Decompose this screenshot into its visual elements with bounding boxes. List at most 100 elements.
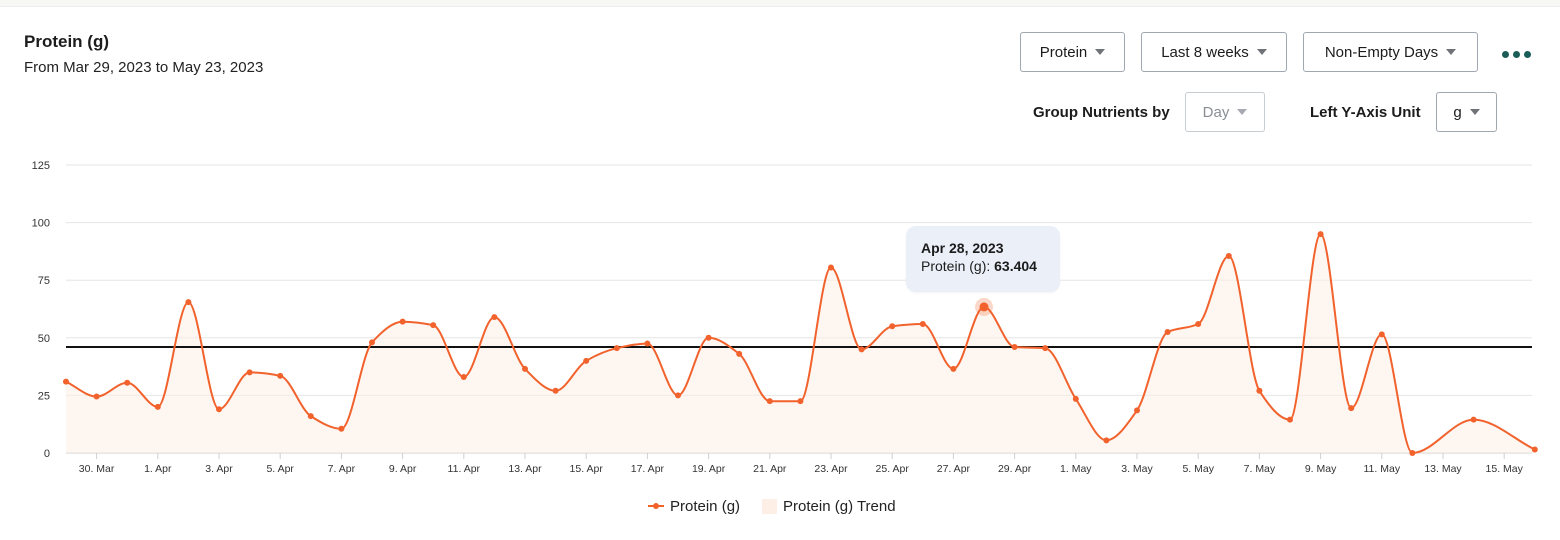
- data-point[interactable]: [63, 378, 69, 385]
- nutrient-select[interactable]: Protein: [1020, 32, 1125, 72]
- data-point[interactable]: [705, 334, 712, 341]
- data-point[interactable]: [613, 345, 620, 352]
- y-axis-unit-label: Left Y-Axis Unit: [1310, 104, 1421, 121]
- y-tick-label: 100: [32, 218, 50, 230]
- data-point[interactable]: [491, 314, 498, 321]
- x-tick-label: 5. May: [1182, 463, 1214, 475]
- data-point[interactable]: [1195, 320, 1202, 327]
- data-tooltip: Apr 28, 2023 Protein (g): 63.404: [906, 226, 1060, 292]
- data-point[interactable]: [1256, 387, 1263, 394]
- x-tick-label: 3. Apr: [205, 463, 233, 475]
- x-tick-label: 21. Apr: [753, 463, 787, 475]
- x-tick-label: 7. Apr: [328, 463, 356, 475]
- nutrient-select-value: Protein: [1039, 43, 1088, 61]
- days-select-value: Non-Empty Days: [1324, 43, 1439, 61]
- caret-down-icon: [1095, 49, 1106, 55]
- y-tick-label: 125: [32, 160, 50, 172]
- caret-down-icon: [1237, 109, 1248, 115]
- data-point[interactable]: [950, 365, 957, 372]
- data-point[interactable]: [430, 322, 437, 329]
- data-point[interactable]: [1287, 416, 1293, 423]
- data-point[interactable]: [1470, 416, 1477, 423]
- legend: Protein (g) Protein (g) Trend: [648, 495, 896, 517]
- data-point[interactable]: [1409, 450, 1416, 456]
- x-tick-label: 5. Apr: [266, 463, 294, 475]
- x-tick-label: 11. Apr: [448, 463, 481, 475]
- x-axis-ticks: 30. Mar 1. Apr 3. Apr 5. Apr 7. Apr 9. Apr 11.…: [79, 453, 1524, 475]
- data-point[interactable]: [1164, 329, 1171, 336]
- data-point[interactable]: [1103, 437, 1110, 444]
- data-point[interactable]: [644, 340, 651, 347]
- trend-area-shape: [66, 234, 1535, 453]
- data-point[interactable]: [124, 379, 131, 386]
- data-point[interactable]: [1348, 405, 1355, 412]
- x-tick-label: 15. Apr: [570, 463, 604, 475]
- x-tick-label: 13. May: [1424, 463, 1462, 475]
- group-by-select[interactable]: Day: [1185, 92, 1265, 132]
- range-select[interactable]: Last 8 weeks: [1141, 32, 1287, 72]
- legend-trend-label: Protein (g) Trend: [783, 497, 896, 515]
- data-point[interactable]: [154, 403, 161, 410]
- x-tick-label: 25. Apr: [876, 463, 910, 475]
- data-points: [63, 231, 1538, 456]
- x-tick-label: 27. Apr: [937, 463, 971, 475]
- data-point[interactable]: [277, 372, 284, 379]
- data-point[interactable]: [828, 264, 834, 271]
- data-point[interactable]: [93, 393, 100, 400]
- data-point[interactable]: [185, 299, 192, 306]
- y-axis-ticks: 0 25 50 75 100 125: [32, 160, 50, 460]
- data-point[interactable]: [1531, 446, 1538, 453]
- more-options-icon[interactable]: [1502, 49, 1532, 59]
- data-point[interactable]: [736, 350, 743, 357]
- data-point[interactable]: [1225, 253, 1232, 260]
- data-point[interactable]: [460, 373, 467, 380]
- x-tick-label: 17. Apr: [631, 463, 665, 475]
- data-point[interactable]: [338, 425, 345, 432]
- data-point[interactable]: [583, 357, 590, 364]
- data-point[interactable]: [858, 346, 865, 353]
- data-point[interactable]: [307, 413, 314, 420]
- data-point[interactable]: [919, 320, 926, 327]
- range-select-value: Last 8 weeks: [1161, 43, 1249, 61]
- group-by-label: Group Nutrients by: [1033, 104, 1170, 121]
- data-point[interactable]: [246, 369, 253, 376]
- trend-area: [66, 234, 1535, 453]
- area-swatch-icon: [762, 498, 778, 514]
- data-point[interactable]: [889, 323, 896, 330]
- data-point[interactable]: [1317, 231, 1324, 238]
- data-point[interactable]: [797, 398, 804, 405]
- data-point[interactable]: [1072, 395, 1079, 402]
- y-tick-label: 0: [44, 448, 50, 460]
- y-axis-unit-select-value: g: [1453, 103, 1462, 121]
- x-tick-label: 9. Apr: [389, 463, 417, 475]
- chart-title: Protein (g): [24, 32, 109, 51]
- data-point[interactable]: [399, 318, 406, 325]
- x-tick-label: 9. May: [1305, 463, 1337, 475]
- y-axis-unit-select[interactable]: g: [1436, 92, 1497, 132]
- data-point[interactable]: [369, 339, 375, 346]
- data-point[interactable]: [1011, 344, 1018, 351]
- y-tick-label: 75: [38, 275, 50, 287]
- date-range-subtitle: From Mar 29, 2023 to May 23, 2023: [24, 59, 264, 76]
- x-tick-label: 29. Apr: [998, 463, 1032, 475]
- legend-item-trend[interactable]: Protein (g) Trend: [740, 498, 896, 515]
- data-point[interactable]: [1378, 331, 1385, 338]
- tooltip-date: Apr 28, 2023: [921, 240, 1004, 256]
- days-select[interactable]: Non-Empty Days: [1303, 32, 1478, 72]
- x-tick-label: 15. May: [1486, 463, 1524, 475]
- data-point-highlighted[interactable]: [979, 302, 989, 312]
- data-point[interactable]: [216, 406, 222, 413]
- x-tick-label: 1. May: [1060, 463, 1092, 475]
- data-point[interactable]: [766, 398, 773, 405]
- data-point[interactable]: [552, 387, 559, 394]
- top-border: [0, 0, 1560, 7]
- legend-item-protein[interactable]: Protein (g): [648, 498, 740, 515]
- data-point[interactable]: [1134, 407, 1140, 414]
- x-tick-label: 3. May: [1121, 463, 1153, 475]
- y-tick-label: 25: [38, 390, 50, 402]
- x-tick-label: 11. May: [1364, 463, 1401, 475]
- data-point[interactable]: [675, 392, 681, 399]
- legend-protein-label: Protein (g): [670, 497, 741, 515]
- data-point[interactable]: [522, 365, 528, 372]
- data-point[interactable]: [1042, 345, 1049, 352]
